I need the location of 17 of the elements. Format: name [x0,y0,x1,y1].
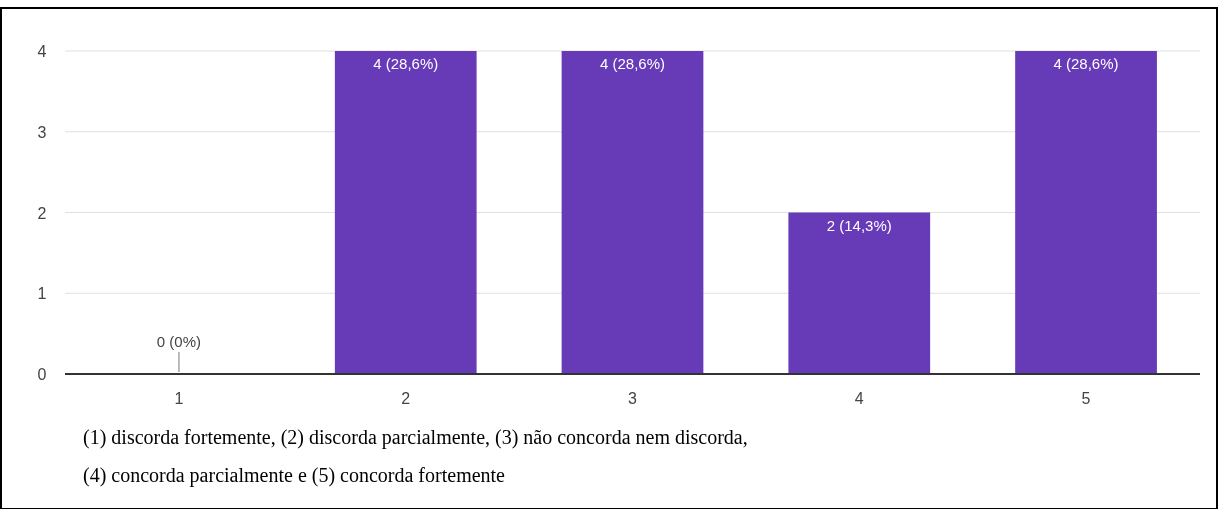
text: (1) discorda fortemente, (2) discorda parcialmente, (3) não concorda nem discorda, [83,426,748,449]
y-tick-label: 2 [37,204,47,222]
x-tick-label: 4 [854,390,864,407]
y-tick-label: 3 [37,123,47,141]
x-tick-label: 5 [1081,390,1091,407]
y-tick-label: 4 [37,43,47,60]
data-label: 4 (28,6%) [1053,55,1119,72]
data-label: 2 (14,3%) [826,216,892,234]
x-tick-label: 2 [401,390,411,407]
y-tick-label: 1 [37,285,47,303]
x-tick-label: 1 [174,390,184,407]
text: (4) concorda parcialmente e (5) concorda fortemente [83,464,506,487]
data-label: 4 (28,6%) [599,55,666,72]
data-label: 4 (28,6%) [373,55,439,72]
data-label: 0 (0%) [156,333,202,350]
y-tick-label: 0 [37,366,47,383]
x-tick-label: 3 [628,390,638,407]
